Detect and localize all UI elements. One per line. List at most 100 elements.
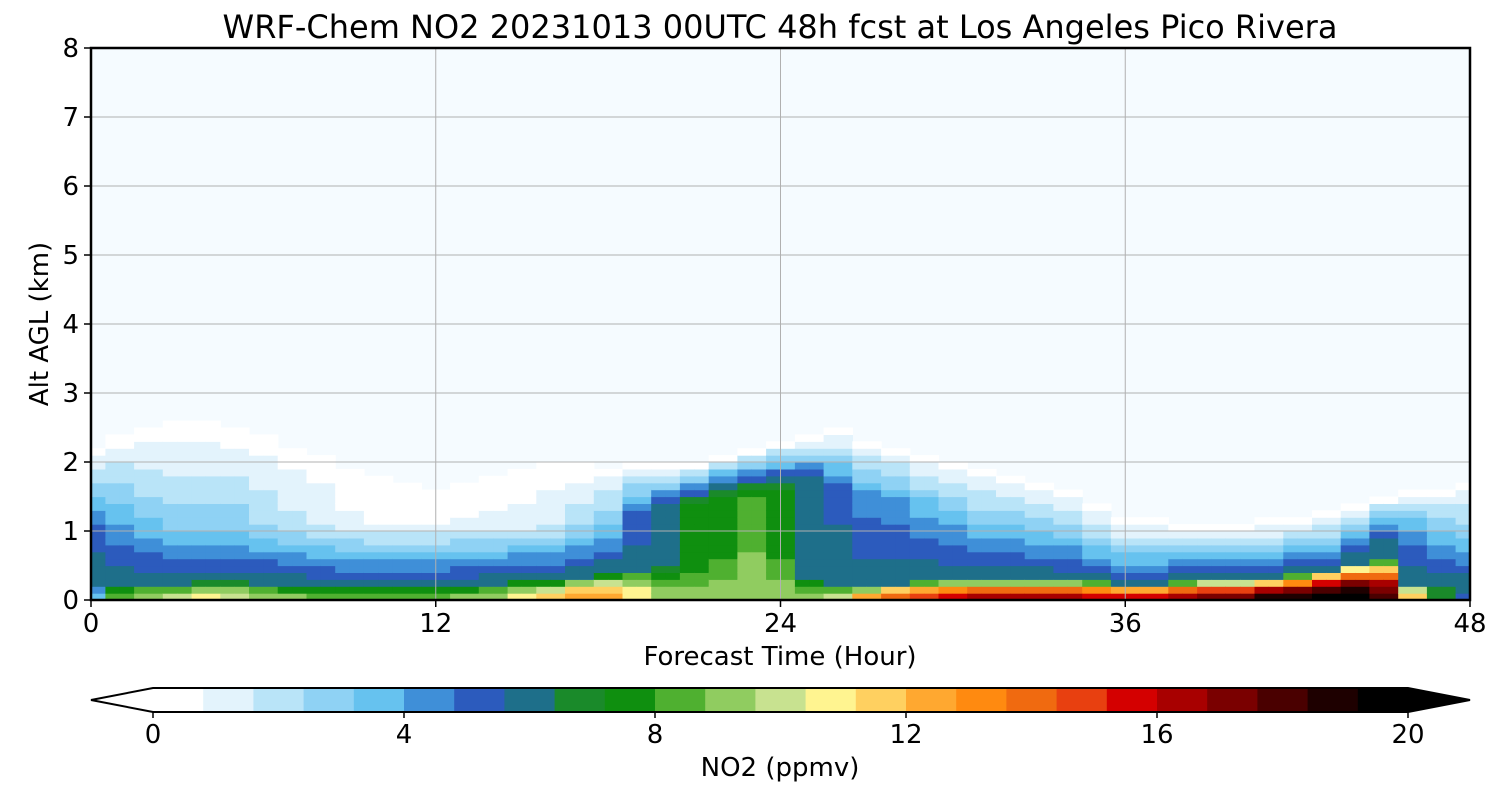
field-cell — [1039, 593, 1055, 601]
field-cell — [407, 579, 422, 587]
field-cell — [478, 482, 494, 491]
field-cell — [1398, 517, 1414, 525]
field-cell — [996, 558, 1011, 567]
field-cell — [191, 475, 207, 484]
field-cell — [550, 524, 566, 532]
field-cell — [636, 524, 652, 532]
field-cell — [636, 572, 652, 580]
field-cell — [306, 489, 322, 498]
field-cell — [1182, 586, 1198, 594]
field-cell — [1369, 565, 1385, 573]
field-cell — [1398, 489, 1414, 498]
field-cell — [766, 441, 782, 449]
field-cell — [1369, 537, 1385, 546]
field-cell — [622, 462, 638, 470]
field-cell — [665, 517, 681, 525]
field-cell — [1254, 558, 1270, 567]
field-cell — [1096, 517, 1112, 525]
field-cell — [148, 475, 164, 484]
field-cell — [924, 524, 940, 532]
field-cell — [1240, 593, 1256, 601]
field-cell — [866, 448, 882, 456]
field-cell — [1412, 503, 1428, 511]
field-cell — [1039, 572, 1055, 580]
field-cell — [478, 510, 494, 518]
field-cell — [105, 579, 121, 587]
field-cell — [1039, 517, 1055, 525]
field-cell — [651, 558, 667, 567]
field-cell — [1412, 489, 1428, 498]
field-cell — [665, 565, 681, 573]
field-cell — [737, 462, 753, 470]
field-cell — [679, 572, 695, 580]
field-cell — [924, 496, 940, 504]
field-cell — [967, 510, 983, 518]
field-cell — [162, 482, 178, 491]
field-cell — [1096, 544, 1112, 553]
x-tick-label: 12 — [419, 609, 452, 639]
field-cell — [1139, 517, 1155, 525]
field-cell — [852, 558, 868, 567]
field-cell — [1441, 524, 1457, 532]
field-cell — [421, 572, 437, 580]
field-cell — [249, 441, 264, 449]
field-cell — [1096, 531, 1112, 539]
field-cell — [119, 586, 135, 594]
field-cell — [378, 558, 394, 567]
field-cell — [220, 489, 236, 498]
field-cell — [191, 434, 207, 442]
field-cell — [679, 579, 695, 587]
field-cell — [177, 455, 193, 463]
field-cell — [1340, 551, 1356, 560]
field-cell — [105, 531, 121, 539]
field-cell — [1139, 586, 1155, 594]
field-cell — [493, 544, 509, 553]
field-cell — [1096, 572, 1112, 580]
field-cell — [1312, 544, 1327, 553]
field-cell — [579, 531, 595, 539]
field-cell — [838, 462, 853, 470]
field-cell — [838, 496, 853, 504]
field-cell — [162, 489, 178, 498]
field-cell — [119, 448, 135, 456]
field-cell — [565, 475, 580, 484]
field-cell — [651, 586, 667, 594]
field-cell — [938, 537, 954, 546]
field-cell — [1197, 558, 1213, 567]
field-cell — [938, 462, 954, 470]
field-cell — [1096, 565, 1112, 573]
field-cell — [1455, 524, 1471, 532]
field-cell — [981, 531, 997, 539]
field-cell — [177, 468, 193, 477]
field-cell — [1053, 551, 1069, 560]
field-cell — [694, 517, 710, 525]
field-cell — [421, 496, 437, 504]
field-cell — [220, 565, 236, 573]
field-cell — [952, 544, 968, 553]
field-cell — [852, 572, 868, 580]
field-cell — [392, 503, 408, 511]
field-cell — [780, 572, 796, 580]
field-cell — [1441, 496, 1457, 504]
field-cell — [263, 496, 279, 504]
field-cell — [924, 565, 940, 573]
field-cell — [723, 593, 738, 601]
field-cell — [665, 579, 681, 587]
field-cell — [450, 503, 466, 511]
field-cell — [938, 489, 954, 498]
field-cell — [277, 503, 293, 511]
field-cell — [823, 572, 839, 580]
field-cell — [249, 544, 264, 553]
field-cell — [1053, 565, 1069, 573]
field-cell — [421, 517, 437, 525]
field-cell — [105, 475, 121, 484]
x-tick-label: 36 — [1109, 609, 1142, 639]
field-cell — [924, 462, 940, 470]
field-cell — [1297, 551, 1313, 560]
field-cell — [1082, 579, 1098, 587]
field-cell — [205, 544, 221, 553]
field-cell — [838, 531, 853, 539]
field-cell — [205, 468, 221, 477]
field-cell — [1455, 593, 1471, 601]
field-cell — [665, 544, 681, 553]
